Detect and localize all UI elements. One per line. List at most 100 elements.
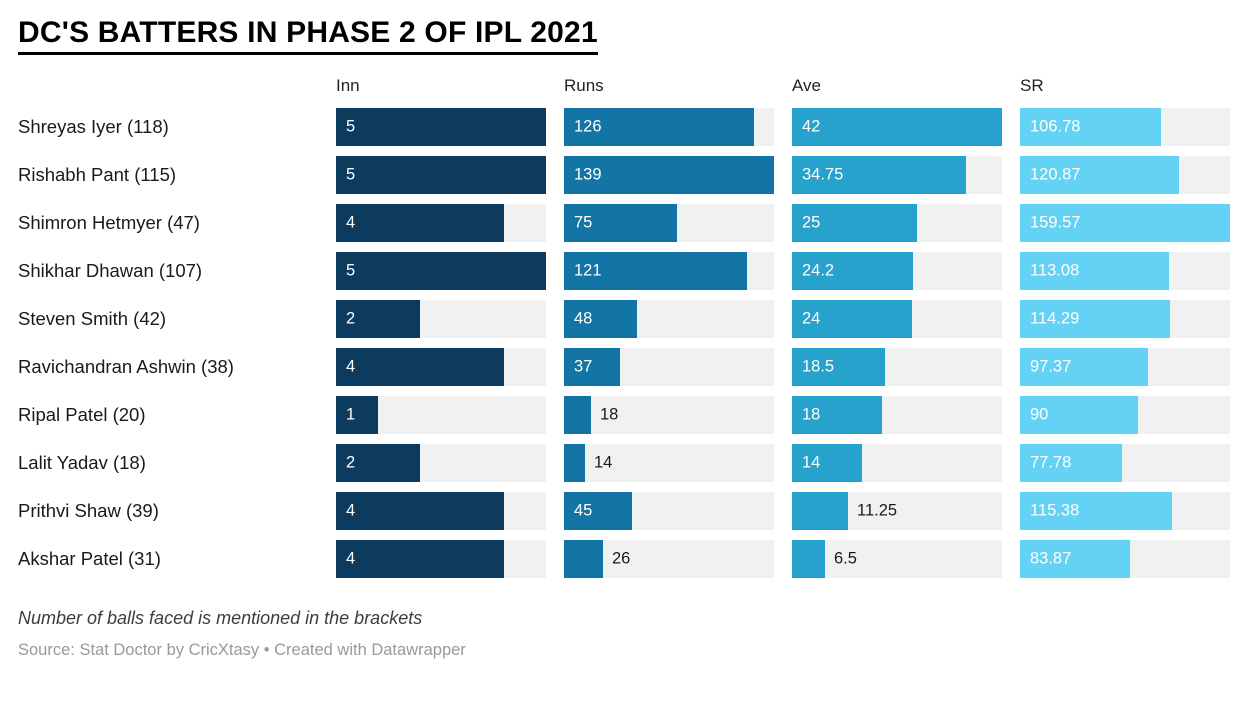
player-name: Steven Smith (42) <box>18 308 167 329</box>
chart-title-text: DC'S BATTERS IN PHASE 2 OF IPL 2021 <box>18 16 598 55</box>
bar-track-inn: 4 <box>336 540 546 578</box>
bar-track-ave: 25 <box>792 204 1002 242</box>
bar-inn <box>336 540 504 578</box>
bar-track-inn: 2 <box>336 300 546 338</box>
bar-inn <box>336 300 420 338</box>
bar-track-ave: 24.2 <box>792 252 1002 290</box>
bar-sr <box>1020 396 1139 434</box>
bar-value-label: 4 <box>346 501 356 520</box>
bar-value-label: 45 <box>574 501 593 520</box>
bar-inn <box>336 156 546 194</box>
bar-runs <box>564 540 604 578</box>
bar-value-label: 42 <box>802 117 821 136</box>
column-header-ave: Ave <box>792 76 821 95</box>
bar-value-label: 120.87 <box>1030 165 1081 184</box>
bar-value-label: 113.08 <box>1030 261 1080 280</box>
bar-track-sr: 159.57 <box>1020 204 1230 242</box>
bar-value-label: 2 <box>346 453 356 472</box>
bar-value-label: 18 <box>600 405 619 424</box>
bar-value-label: 77.78 <box>1030 453 1072 472</box>
bar-track-runs: 37 <box>564 348 774 386</box>
bar-value-label: 5 <box>346 117 356 136</box>
bar-track-sr: 106.78 <box>1020 108 1230 146</box>
player-name: Ravichandran Ashwin (38) <box>18 356 234 377</box>
bar-track-sr: 115.38 <box>1020 492 1230 530</box>
chart-source: Source: Stat Doctor by CricXtasy • Creat… <box>18 641 466 659</box>
bar-value-label: 14 <box>594 453 613 472</box>
bar-value-label: 75 <box>574 213 593 232</box>
bar-track-inn: 2 <box>336 444 546 482</box>
bar-ave <box>792 396 882 434</box>
bar-value-label: 24 <box>802 309 821 328</box>
bar-value-label: 4 <box>346 357 356 376</box>
bar-track-runs: 18 <box>564 396 774 434</box>
bar-track-ave: 11.25 <box>792 492 1002 530</box>
bar-value-label: 97.37 <box>1030 357 1072 376</box>
bar-value-label: 126 <box>574 117 602 136</box>
bar-value-label: 25 <box>802 213 821 232</box>
bar-sr <box>1020 492 1172 530</box>
bar-inn <box>336 396 378 434</box>
bar-runs <box>564 444 586 482</box>
bar-track-inn: 5 <box>336 108 546 146</box>
player-name: Lalit Yadav (18) <box>18 452 146 473</box>
bar-runs <box>564 252 747 290</box>
bar-track-ave: 6.5 <box>792 540 1002 578</box>
bar-value-label: 11.25 <box>857 501 898 520</box>
bar-value-label: 5 <box>346 165 356 184</box>
bar-sr <box>1020 300 1171 338</box>
bar-track-runs: 121 <box>564 252 774 290</box>
bar-value-label: 37 <box>574 357 593 376</box>
player-name: Rishabh Pant (115) <box>18 164 177 185</box>
bar-value-label: 1 <box>346 405 356 424</box>
bar-track-inn: 4 <box>336 492 546 530</box>
column-header-runs: Runs <box>564 76 604 95</box>
bar-ave <box>792 156 966 194</box>
bar-track-runs: 75 <box>564 204 774 242</box>
bar-runs <box>564 396 592 434</box>
bar-track-inn: 5 <box>336 156 546 194</box>
bar-runs <box>564 348 620 386</box>
bar-value-label: 26 <box>612 549 631 568</box>
bar-track-runs: 45 <box>564 492 774 530</box>
bar-track-inn: 4 <box>336 348 546 386</box>
bar-ave <box>792 252 913 290</box>
bar-sr <box>1020 204 1230 242</box>
bar-value-label: 83.87 <box>1030 549 1072 568</box>
bar-track-runs: 126 <box>564 108 774 146</box>
bar-ave <box>792 204 917 242</box>
bar-track-runs: 48 <box>564 300 774 338</box>
bar-value-label: 115.38 <box>1030 501 1080 520</box>
bar-sr <box>1020 156 1180 194</box>
bar-value-label: 139 <box>574 165 602 184</box>
player-name: Ripal Patel (20) <box>18 404 146 425</box>
bar-runs <box>564 300 637 338</box>
bar-track-sr: 120.87 <box>1020 156 1230 194</box>
bar-track-ave: 24 <box>792 300 1002 338</box>
bar-runs <box>564 108 755 146</box>
bar-ave <box>792 300 912 338</box>
bar-ave <box>792 492 849 530</box>
bar-track-runs: 14 <box>564 444 774 482</box>
bar-sr <box>1020 108 1161 146</box>
player-name: Akshar Patel (31) <box>18 548 161 569</box>
bar-inn <box>336 108 546 146</box>
bar-value-label: 24.2 <box>802 261 835 280</box>
bar-ave <box>792 540 825 578</box>
bar-value-label: 2 <box>346 309 356 328</box>
bar-track-ave: 34.75 <box>792 156 1002 194</box>
bar-runs <box>564 204 678 242</box>
bar-inn <box>336 204 504 242</box>
bar-runs <box>564 492 632 530</box>
bar-track-inn: 4 <box>336 204 546 242</box>
player-name: Shikhar Dhawan (107) <box>18 260 203 281</box>
column-header-inn: Inn <box>336 76 360 95</box>
bar-runs <box>564 156 774 194</box>
bar-track-sr: 90 <box>1020 396 1230 434</box>
player-name: Shreyas Iyer (118) <box>18 116 169 137</box>
bar-track-ave: 42 <box>792 108 1002 146</box>
bar-ave <box>792 444 862 482</box>
bar-value-label: 114.29 <box>1030 309 1080 328</box>
chart-grid: Inn Runs Ave SR Shreyas Iyer (118) 5 126 42 106.… <box>18 76 1230 578</box>
bar-value-label: 18 <box>802 405 821 424</box>
